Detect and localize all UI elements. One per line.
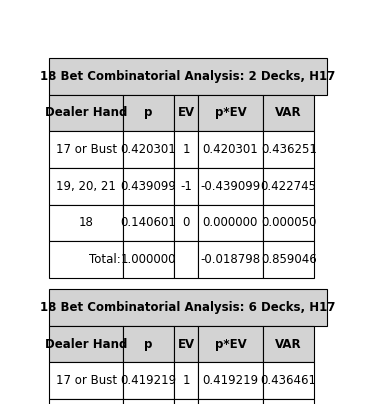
Bar (49, 362, 123, 399)
Text: 1.000000: 1.000000 (121, 253, 176, 266)
Bar (174, 168, 198, 205)
Bar (263, 131, 315, 168)
Bar (49, 95, 123, 131)
Text: 0.859046: 0.859046 (261, 253, 317, 266)
Bar (174, 131, 198, 168)
Text: 17 or Bust: 17 or Bust (55, 143, 117, 156)
Text: 1: 1 (182, 143, 190, 156)
Bar (49, 168, 123, 205)
Bar (49, 205, 123, 241)
Text: p: p (144, 337, 153, 351)
Text: 18: 18 (79, 217, 94, 229)
Bar (198, 95, 263, 131)
Bar (174, 362, 198, 399)
Bar (174, 95, 198, 131)
Text: -1: -1 (180, 180, 192, 193)
Bar (49, 131, 123, 168)
Bar (123, 131, 174, 168)
Bar (263, 241, 315, 278)
Bar (123, 241, 174, 278)
Bar (174, 326, 198, 362)
Text: 18 Bet Combinatorial Analysis: 2 Decks, H17: 18 Bet Combinatorial Analysis: 2 Decks, … (40, 69, 336, 83)
Text: p*EV: p*EV (215, 337, 246, 351)
Text: VAR: VAR (275, 337, 302, 351)
Bar (123, 326, 174, 362)
Bar (174, 399, 198, 404)
Bar (49, 241, 123, 278)
Text: VAR: VAR (275, 106, 302, 119)
Bar (123, 95, 174, 131)
Bar (263, 326, 315, 362)
Bar (263, 168, 315, 205)
Text: 1: 1 (182, 374, 190, 387)
Bar (49, 58, 327, 95)
Bar (174, 205, 198, 241)
Text: 0.000000: 0.000000 (203, 217, 258, 229)
Text: Total:: Total: (89, 253, 121, 266)
Text: p*EV: p*EV (215, 106, 246, 119)
Bar (198, 205, 263, 241)
Text: 0.420301: 0.420301 (203, 143, 258, 156)
Bar (174, 241, 198, 278)
Bar (49, 289, 327, 326)
Text: 19, 20, 21: 19, 20, 21 (56, 180, 116, 193)
Text: Dealer Hand: Dealer Hand (45, 106, 127, 119)
Text: 0.000050: 0.000050 (261, 217, 316, 229)
Bar (49, 326, 123, 362)
Bar (198, 131, 263, 168)
Bar (263, 95, 315, 131)
Text: -0.018798: -0.018798 (200, 253, 261, 266)
Bar (198, 362, 263, 399)
Text: 0.439099: 0.439099 (121, 180, 177, 193)
Bar (123, 168, 174, 205)
Text: p: p (144, 106, 153, 119)
Text: 0.436461: 0.436461 (261, 374, 317, 387)
Bar (263, 362, 315, 399)
Bar (123, 362, 174, 399)
Text: 0.419219: 0.419219 (202, 374, 258, 387)
Bar (49, 399, 123, 404)
Text: 0.419219: 0.419219 (120, 374, 177, 387)
Text: EV: EV (177, 337, 195, 351)
Text: EV: EV (177, 106, 195, 119)
Bar (198, 168, 263, 205)
Text: Dealer Hand: Dealer Hand (45, 337, 127, 351)
Bar (198, 326, 263, 362)
Text: 0.422745: 0.422745 (261, 180, 317, 193)
Text: -0.439099: -0.439099 (200, 180, 261, 193)
Bar (123, 399, 174, 404)
Text: 17 or Bust: 17 or Bust (55, 374, 117, 387)
Bar (198, 399, 263, 404)
Bar (263, 399, 315, 404)
Bar (123, 205, 174, 241)
Bar (263, 205, 315, 241)
Text: 0.420301: 0.420301 (121, 143, 177, 156)
Text: 0.436251: 0.436251 (261, 143, 317, 156)
Bar (198, 241, 263, 278)
Text: 0: 0 (182, 217, 190, 229)
Text: 0.140601: 0.140601 (121, 217, 177, 229)
Text: 18 Bet Combinatorial Analysis: 6 Decks, H17: 18 Bet Combinatorial Analysis: 6 Decks, … (40, 301, 336, 314)
